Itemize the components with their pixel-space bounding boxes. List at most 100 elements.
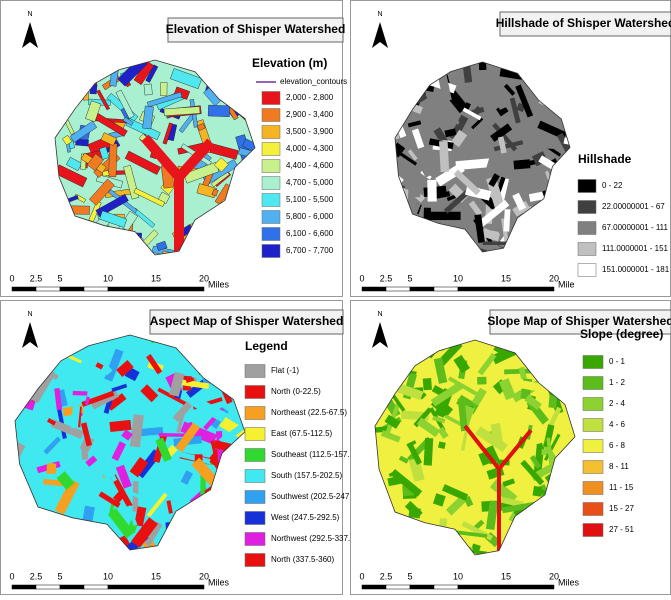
legend-label: 1 - 2 — [609, 378, 626, 387]
map-texture — [477, 377, 486, 385]
scale-label: 5 — [407, 273, 412, 283]
legend-label: East (67.5-112.5) — [271, 429, 333, 438]
legend-label: 8 - 11 — [609, 462, 629, 471]
legend-swatch — [245, 365, 265, 378]
scale-unit: Mile — [558, 279, 575, 289]
scale-label: 15 — [501, 273, 511, 283]
map-texture — [483, 242, 508, 245]
scale-label: 10 — [103, 571, 113, 581]
scale-segment — [36, 585, 60, 589]
legend-swatch — [583, 440, 603, 453]
legend-swatch — [262, 126, 280, 139]
map-texture — [424, 438, 434, 466]
legend-swatch — [245, 407, 265, 420]
scale-label: 15 — [151, 273, 161, 283]
legend-label: 6,100 - 6,600 — [286, 229, 334, 238]
legend-label: elevation_contours — [280, 77, 347, 86]
legend-label: 11 - 15 — [609, 483, 634, 492]
scale-segment — [12, 287, 36, 291]
legend-title: Elevation (m) — [252, 56, 327, 70]
scale-label: 2.5 — [30, 571, 43, 581]
legend-swatch — [245, 491, 265, 504]
scale-label: 0 — [359, 571, 364, 581]
legend-label: 6,700 - 7,700 — [286, 246, 334, 255]
legend-title: Slope (degree) — [580, 327, 663, 341]
scale-segment — [458, 585, 554, 589]
legend-swatch — [578, 201, 596, 214]
map-texture — [208, 105, 230, 117]
map-texture — [144, 84, 153, 95]
scale-label: 5 — [57, 571, 62, 581]
scale-segment — [410, 287, 434, 291]
scale-segment — [410, 585, 434, 589]
legend-swatch — [578, 264, 596, 277]
scale-label: 5 — [407, 571, 412, 581]
legend-swatch — [262, 194, 280, 207]
map-title: Elevation of Shisper Watershed — [166, 22, 346, 36]
legend-label: Northwest (292.5-337.5) — [271, 534, 358, 543]
scale-segment — [84, 585, 108, 589]
scale-label: 2.5 — [30, 273, 43, 283]
legend-title: Hillshade — [578, 152, 632, 166]
map-texture — [414, 183, 421, 197]
legend-swatch — [245, 386, 265, 399]
legend-swatch — [245, 533, 265, 546]
legend-label: 22.00000001 - 67 — [602, 202, 665, 211]
map-texture — [408, 507, 420, 518]
legend-swatch — [583, 461, 603, 474]
scale-unit: Miles — [208, 577, 230, 587]
scale-label: 5 — [57, 273, 62, 283]
scale-label: 15 — [501, 571, 511, 581]
legend-label: North (337.5-360) — [271, 555, 334, 564]
map-title: Hillshade of Shisper Watershed — [496, 16, 671, 30]
scale-label: 0 — [9, 571, 14, 581]
legend-title: Legend — [245, 339, 288, 353]
legend-label: 6 - 8 — [609, 441, 626, 450]
legend-label: Southwest (202.5-247.5) — [271, 492, 359, 501]
map-texture — [109, 144, 118, 177]
scale-segment — [458, 287, 554, 291]
scale-segment — [84, 287, 108, 291]
scale-label: 2.5 — [380, 273, 393, 283]
legend-swatch — [578, 180, 596, 193]
map-texture — [533, 486, 543, 497]
legend-swatch — [583, 398, 603, 411]
legend-swatch — [262, 92, 280, 105]
legend-swatch — [245, 470, 265, 483]
map-texture — [73, 391, 88, 396]
north-label: N — [377, 11, 382, 18]
map-title: Aspect Map of Shisper Watershed — [150, 314, 344, 328]
legend-swatch — [583, 503, 603, 516]
north-label: N — [377, 311, 382, 318]
legend-label: 111.0000001 - 151 — [602, 244, 669, 253]
legend-label: Flat (-1) — [271, 366, 299, 375]
legend-swatch — [578, 222, 596, 235]
scale-segment — [60, 585, 84, 589]
map-texture — [423, 378, 432, 390]
legend-label: 3,500 - 3,900 — [286, 127, 334, 136]
legend-swatch — [583, 482, 603, 495]
north-label: N — [27, 11, 32, 18]
legend-label: 5,100 - 5,500 — [286, 195, 334, 204]
scale-segment — [108, 585, 204, 589]
legend-label: 2,000 - 2,800 — [286, 93, 334, 102]
map-texture — [520, 484, 527, 495]
legend-swatch — [262, 177, 280, 190]
legend-label: 4,400 - 4,600 — [286, 161, 334, 170]
legend-label: 4,700 - 5,000 — [286, 178, 334, 187]
legend-label: 15 - 27 — [609, 504, 634, 513]
legend-label: North (0-22.5) — [271, 387, 321, 396]
scale-segment — [434, 585, 458, 589]
legend-swatch — [583, 419, 603, 432]
legend-swatch — [262, 109, 280, 122]
scale-label: 0 — [9, 273, 14, 283]
legend-swatch — [583, 524, 603, 537]
north-label: N — [27, 311, 32, 318]
scale-label: 10 — [103, 273, 113, 283]
scale-label: 10 — [453, 273, 463, 283]
map-texture — [439, 141, 449, 172]
scale-segment — [386, 585, 410, 589]
scale-segment — [108, 287, 204, 291]
scale-segment — [36, 287, 60, 291]
